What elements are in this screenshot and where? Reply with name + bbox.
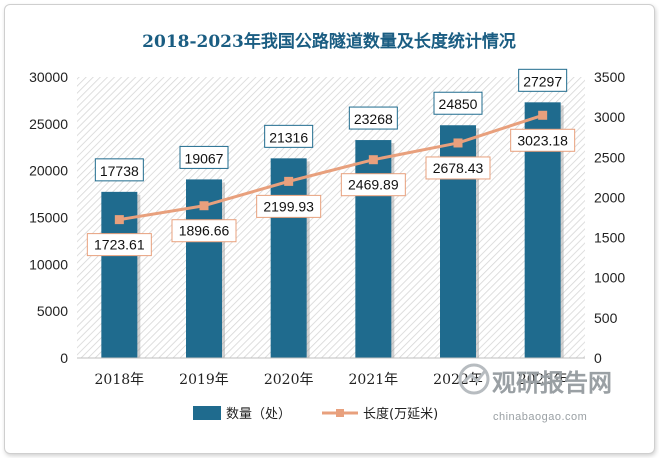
- y-right-tick-label: 2500: [594, 149, 625, 165]
- bar-value-label-box: [94, 158, 144, 182]
- bar-value-label-box: [264, 124, 314, 148]
- chart-title: 2018-2023年我国公路隧道数量及长度统计情况: [142, 31, 516, 52]
- y-right-tick-label: 2000: [594, 189, 625, 205]
- plot-area: [77, 77, 585, 358]
- line-value-label-box: [171, 219, 237, 243]
- watermark-logo-icon: [458, 363, 490, 395]
- watermark-name: 观研报告网: [492, 369, 612, 397]
- x-tick-label: 2018年: [95, 372, 145, 388]
- y-right-tick-label: 1000: [594, 270, 625, 286]
- bar-value-label-box: [348, 106, 398, 130]
- y-right-tick-label: 1500: [594, 230, 625, 246]
- line-point: [199, 201, 209, 211]
- line-point: [284, 176, 294, 186]
- line-point: [114, 215, 124, 225]
- bar-value-label-box: [433, 91, 483, 115]
- y-left-axis: 0 5000 10000 15000 20000 25000 30000: [29, 69, 68, 366]
- bar: [355, 140, 392, 358]
- y-right-tick-label: 500: [594, 310, 618, 326]
- bar-value-label: 27297: [523, 73, 562, 89]
- y-left-tick-label: 15000: [29, 210, 68, 226]
- line-value-label-box: [256, 194, 322, 218]
- legend-bar-label: 数量（处）: [226, 407, 291, 422]
- watermark-url: chinabaogao.com: [493, 411, 587, 423]
- y-right-tick-label: 3500: [594, 69, 625, 85]
- line-point: [538, 110, 548, 120]
- watermark: 观研报告网 chinabaogao.com: [458, 363, 612, 423]
- y-left-tick-label: 10000: [29, 256, 68, 272]
- line-value-label: 3023.18: [517, 132, 568, 148]
- line-point: [368, 155, 378, 165]
- legend-line-label: 长度(万延米): [363, 406, 438, 422]
- line-value-label: 2199.93: [263, 198, 314, 214]
- line-point: [453, 138, 463, 148]
- y-left-tick-label: 5000: [37, 303, 68, 319]
- line-value-label: 1723.61: [94, 237, 145, 253]
- y-right-axis: 0 500 1000 1500 2000 2500 3000 3500: [594, 69, 625, 366]
- x-tick-label: 2020年: [264, 372, 314, 388]
- bar-series: 17738 19067 21316 23268 24850 27297: [77, 68, 585, 359]
- y-left-tick-label: 20000: [29, 163, 68, 179]
- x-axis: 2018年 2019年 2020年 2021年 2022年 2023年: [95, 372, 568, 388]
- line-value-label: 1896.66: [179, 223, 230, 239]
- line-path: [119, 113, 544, 222]
- x-tick-label: 2019年: [179, 372, 229, 388]
- line-value-label: 2678.43: [433, 160, 484, 176]
- bar-value-label: 21316: [269, 129, 308, 145]
- y-left-tick-label: 0: [60, 350, 68, 366]
- y-right-tick-label: 0: [594, 350, 602, 366]
- x-tick-label: 2021年: [349, 372, 399, 388]
- legend: 数量（处） 长度(万延米): [193, 406, 438, 422]
- line-value-label: 2469.89: [348, 177, 399, 193]
- legend-bar-swatch: [193, 406, 221, 420]
- bar-value-label-box: [179, 145, 229, 169]
- x-tick-label: 2023年: [518, 372, 568, 388]
- line-value-label-box: [425, 156, 491, 180]
- legend-line-marker: [336, 409, 344, 417]
- bar: [270, 158, 307, 358]
- bar-value-label-box: [518, 68, 568, 92]
- y-left-tick-label: 30000: [29, 69, 68, 85]
- bar-value-label: 19067: [185, 150, 224, 166]
- bar-value-label: 24850: [439, 96, 478, 112]
- bar-value-label: 17738: [100, 163, 139, 179]
- y-right-tick-label: 3000: [594, 109, 625, 125]
- line-value-label-box: [86, 233, 152, 257]
- bar-value-label: 23268: [354, 111, 393, 127]
- line-value-label-box: [510, 128, 576, 152]
- line-series: 1723.61 1896.66 2199.93 2469.89 2678.43 3023.…: [86, 110, 576, 257]
- y-left-tick-label: 25000: [29, 116, 68, 132]
- line-value-label-box: [340, 173, 406, 197]
